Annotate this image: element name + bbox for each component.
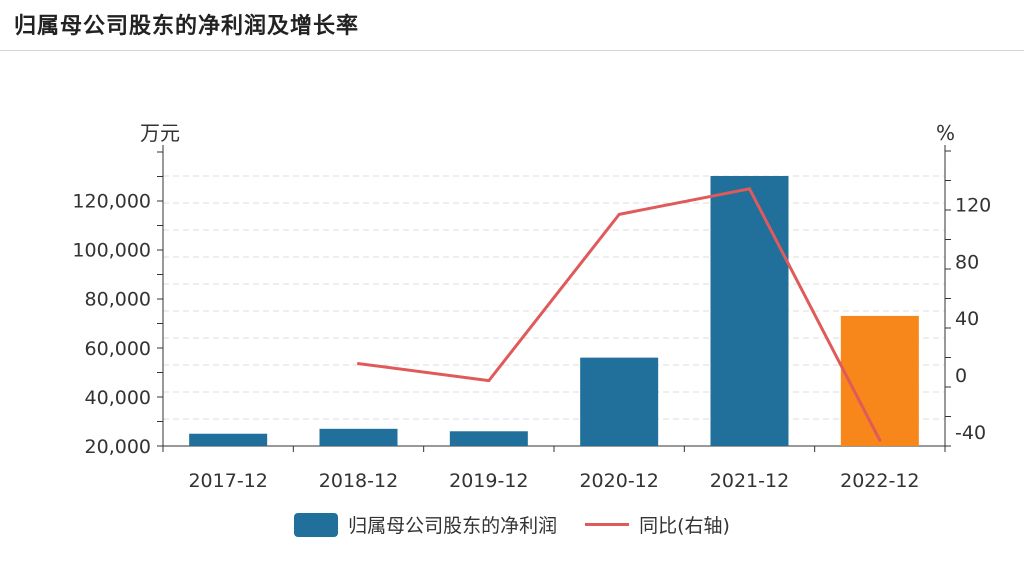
x-tick-label: 2019-12 — [449, 470, 528, 492]
x-tick-label: 2022-12 — [840, 470, 919, 492]
left-tick-label: 40,000 — [85, 387, 151, 409]
line-point-yoy — [878, 438, 882, 442]
legend-item-net-profit[interactable]: 归属母公司股东的净利润 — [294, 511, 557, 538]
x-tick-label: 2018-12 — [319, 470, 398, 492]
left-tick-label: 20,000 — [85, 436, 151, 458]
legend-line-swatch — [585, 523, 630, 526]
net-profit-chart: 万元 % 20,000 40,000 60,000 80,000 100,000 120,00… — [72, 121, 991, 492]
right-tick-label: 40 — [955, 308, 979, 330]
right-tick-label: -40 — [955, 422, 986, 444]
line-point-yoy — [617, 212, 621, 216]
line-point-yoy — [748, 187, 751, 191]
bar-net-profit-2018-12 — [319, 428, 398, 446]
line-point-yoy — [487, 379, 491, 383]
left-axis-unit: 万元 — [140, 121, 180, 145]
chart-title: 归属母公司股东的净利润及增长率 — [14, 14, 360, 39]
bar-net-profit-2017-12 — [189, 433, 268, 446]
left-tick-label: 80,000 — [85, 289, 151, 311]
chart-legend: 归属母公司股东的净利润 同比(右轴) — [0, 511, 1024, 538]
legend-item-yoy[interactable]: 同比(右轴) — [585, 511, 730, 538]
right-tick-label: 80 — [955, 251, 979, 273]
right-axis-unit: % — [936, 121, 955, 145]
legend-label-yoy: 同比(右轴) — [639, 515, 730, 537]
left-tick-label: 120,000 — [72, 191, 151, 213]
right-tick-label: 0 — [955, 365, 967, 387]
bar-net-profit-2020-12 — [580, 357, 659, 446]
left-tick-label: 100,000 — [72, 240, 151, 262]
title-divider — [0, 50, 1024, 51]
bar-net-profit-2019-12 — [449, 431, 528, 446]
legend-bar-swatch — [294, 512, 339, 537]
right-tick-label: 120 — [955, 194, 991, 216]
x-tick-label: 2021-12 — [710, 470, 789, 492]
line-point-yoy — [357, 362, 360, 366]
legend-label-net-profit: 归属母公司股东的净利润 — [348, 515, 558, 537]
x-tick-label: 2020-12 — [579, 470, 658, 492]
left-tick-label: 60,000 — [85, 338, 151, 360]
x-tick-label: 2017-12 — [188, 470, 267, 492]
bar-net-profit-2022-12 — [840, 315, 919, 446]
bar-net-profit-2021-12 — [710, 176, 789, 446]
